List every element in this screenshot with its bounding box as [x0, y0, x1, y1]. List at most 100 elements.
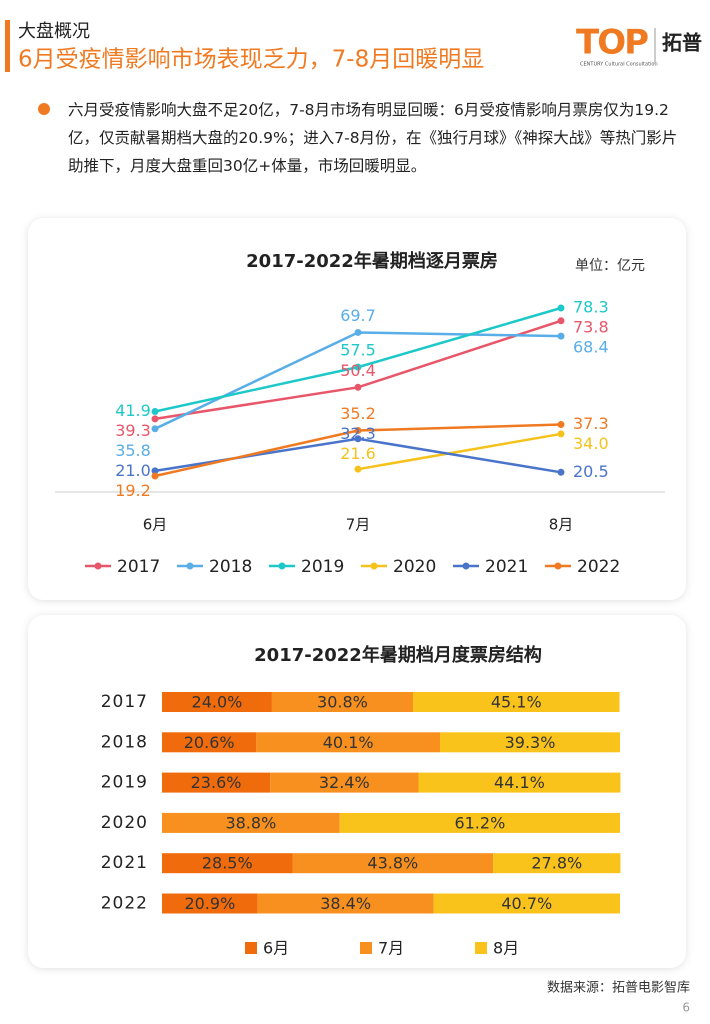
legend-swatch	[186, 562, 194, 570]
value-label: 69.7	[340, 306, 376, 325]
value-label: 23.6%	[191, 773, 242, 792]
chart-title: 2017-2022年暑期档逐月票房	[246, 250, 498, 272]
x-tick-label: 8月	[549, 516, 574, 534]
legend-swatch	[278, 562, 286, 570]
legend-label: 6月	[263, 939, 289, 958]
bar-segment	[162, 893, 258, 914]
bar-segment	[162, 732, 257, 753]
legend-swatch	[475, 942, 487, 954]
y-tick-label: 2018	[101, 732, 148, 752]
value-label: 20.6%	[184, 733, 235, 752]
legend-label: 8月	[493, 939, 519, 958]
bar-segment	[270, 772, 419, 793]
x-tick-label: 7月	[346, 516, 371, 534]
point	[151, 467, 159, 475]
value-label: 50.4	[340, 361, 376, 380]
value-label: 39.3%	[505, 733, 556, 752]
legend-label: 2021	[485, 557, 528, 577]
value-label: 61.2%	[454, 813, 505, 832]
y-tick-label: 2022	[101, 894, 148, 914]
value-label: 21.6	[340, 444, 376, 463]
legend-label: 2020	[393, 557, 436, 577]
y-tick-label: 2021	[101, 853, 148, 873]
point	[354, 328, 362, 336]
value-label: 30.8%	[317, 693, 368, 712]
value-label: 27.8%	[531, 854, 582, 873]
section-label: 大盘概况	[18, 21, 90, 42]
point	[151, 407, 159, 415]
bullet-dot	[38, 103, 50, 115]
bar-segment	[493, 853, 621, 874]
legend-swatch	[360, 942, 372, 954]
page-title: 6月受疫情影响市场表现乏力，7-8月回暖明显	[18, 47, 484, 73]
legend-label: 7月	[378, 939, 404, 958]
point	[354, 363, 362, 371]
value-label: 21.0	[115, 461, 151, 480]
page-number: 6	[682, 1001, 690, 1015]
point	[557, 304, 565, 312]
bar-segment	[257, 893, 434, 914]
point	[354, 427, 362, 435]
point	[354, 383, 362, 391]
bar-segment	[412, 692, 620, 712]
value-label: 40.1%	[323, 733, 374, 752]
chart-title: 2017-2022年暑期档月度票房结构	[254, 644, 542, 666]
value-label: 43.8%	[367, 854, 418, 873]
value-label: 78.3	[573, 298, 609, 317]
legend-label: 2019	[301, 557, 344, 577]
legend-swatch	[554, 562, 562, 570]
x-tick-label: 6月	[143, 516, 168, 534]
value-label: 40.7%	[501, 894, 552, 913]
bullet-text: 六月受疫情影响大盘不足20亿，7-8月市场有明显回暖：6月受疫情影响月票房仅为1…	[68, 101, 678, 175]
bar-segment	[162, 772, 271, 793]
header-accent	[5, 20, 10, 72]
point	[557, 332, 565, 340]
bar-segment	[162, 692, 272, 712]
value-label: 41.9	[115, 401, 151, 420]
value-label: 38.4%	[320, 894, 371, 913]
value-label: 68.4	[573, 338, 609, 357]
point	[557, 421, 565, 429]
line-card	[28, 218, 686, 600]
source-note: 数据来源：拓普电影智库	[547, 980, 690, 996]
bar-segment	[162, 812, 340, 833]
value-label: 39.3	[115, 421, 151, 440]
point	[557, 317, 565, 325]
value-label: 20.5	[573, 462, 609, 481]
legend-label: 2018	[209, 557, 252, 577]
line	[357, 432, 562, 471]
value-label: 73.8	[573, 318, 609, 337]
point	[354, 435, 362, 443]
unit-label: 单位：亿元	[575, 258, 645, 274]
legend-label: 2017	[117, 557, 160, 577]
value-label: 37.3	[573, 414, 609, 433]
logo-name: 拓普	[662, 31, 702, 55]
bar-segment	[292, 853, 494, 874]
logo-tagline: CENTURY Cultural Consultation	[580, 62, 658, 68]
value-label: 28.5%	[202, 854, 253, 873]
value-label: 57.5	[340, 341, 376, 360]
legend-swatch	[370, 562, 378, 570]
y-tick-label: 2020	[101, 813, 148, 833]
value-label: 20.9%	[184, 894, 235, 913]
bar-segment	[339, 812, 620, 833]
value-label: 45.1%	[491, 693, 542, 712]
value-label: 35.2	[340, 404, 376, 423]
value-label: 35.8	[115, 441, 151, 460]
point	[557, 430, 565, 438]
bar-segment	[433, 893, 620, 914]
logo-mark: TOP	[576, 23, 648, 63]
legend-swatch	[94, 562, 102, 570]
value-label: 32.4%	[319, 773, 370, 792]
value-label: 38.8%	[225, 813, 276, 832]
bar-segment	[440, 732, 620, 753]
value-label: 44.1%	[494, 773, 545, 792]
bar-segment	[256, 732, 441, 753]
bar-segment	[162, 853, 293, 874]
bar-segment	[418, 772, 621, 793]
value-label: 24.0%	[192, 693, 243, 712]
y-tick-label: 2019	[101, 773, 148, 793]
legend-label: 2022	[577, 557, 620, 577]
